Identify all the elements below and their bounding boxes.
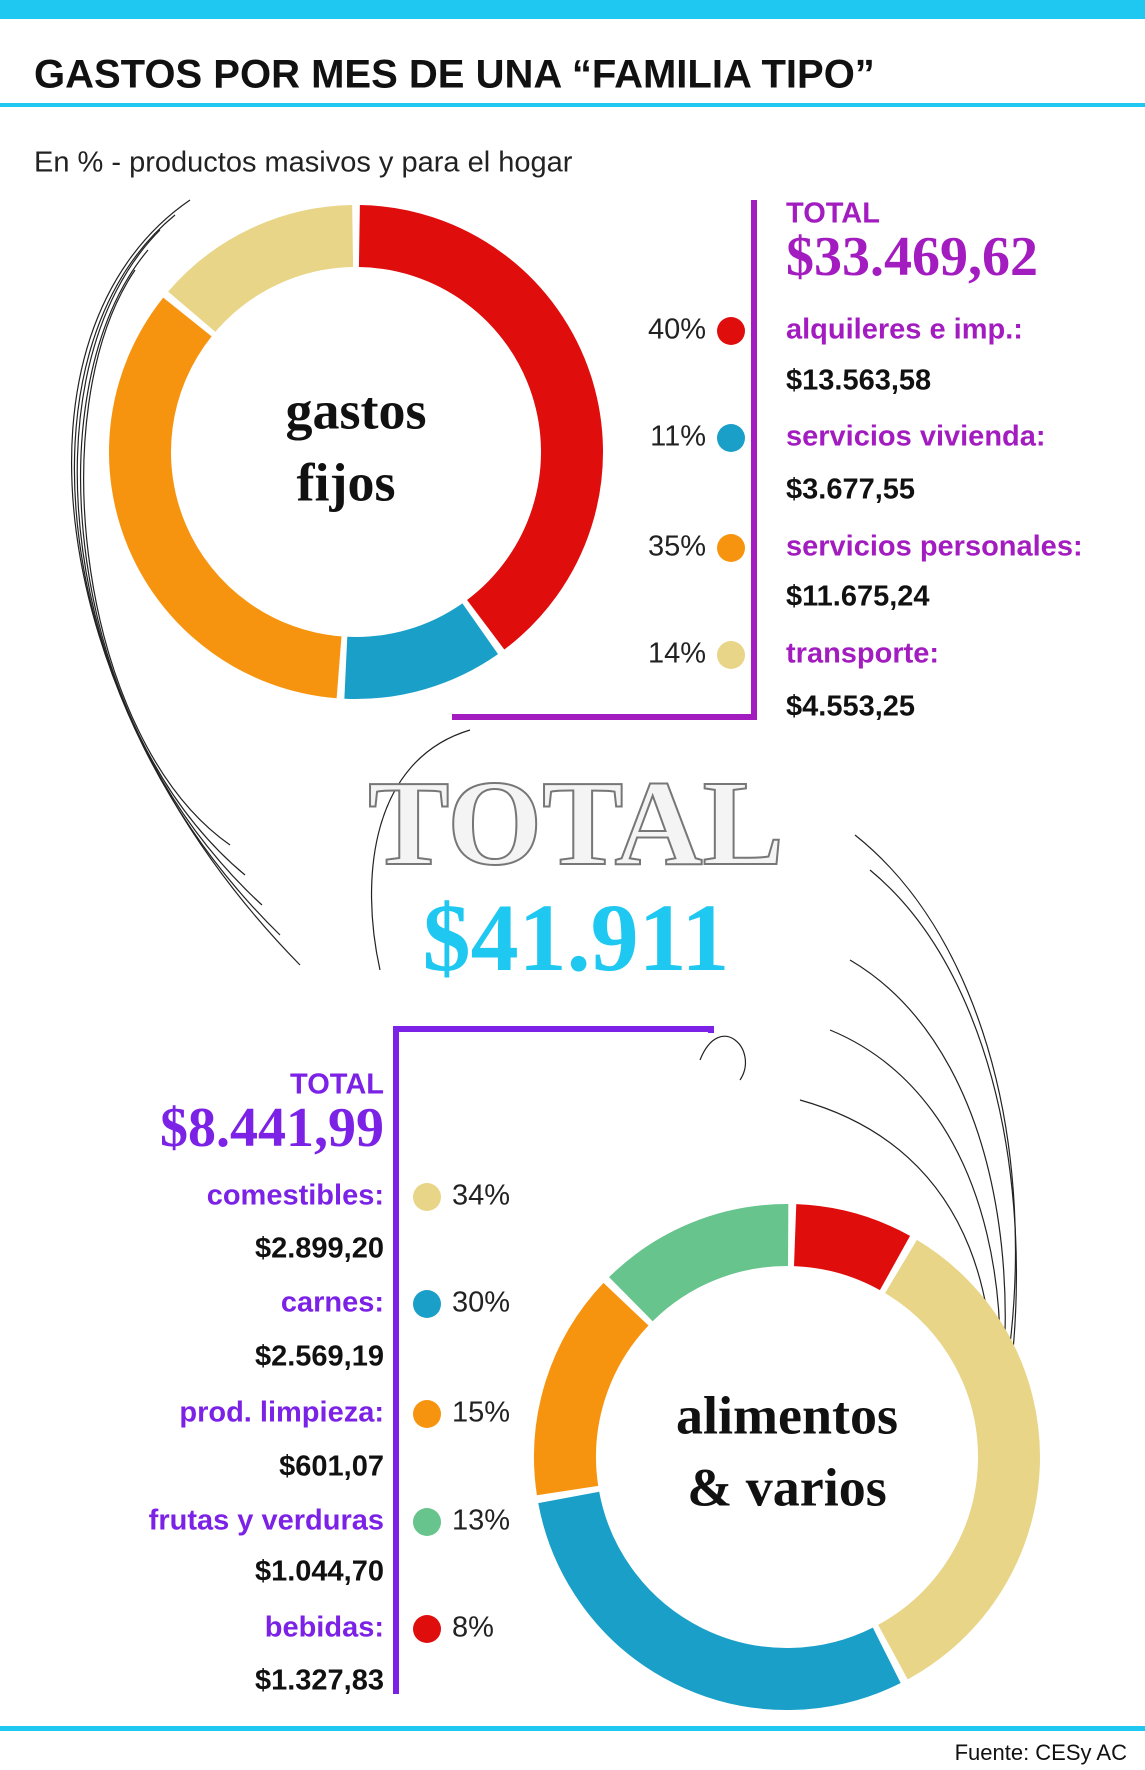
legend-dot (717, 424, 745, 452)
value-label: 35% (648, 531, 706, 563)
amount: $1.044,70 (255, 1556, 384, 1588)
value-label: 11% (650, 421, 706, 453)
donut-segment (358, 205, 603, 650)
title-rule (0, 103, 1145, 107)
legend-label: frutas y verduras (149, 1505, 384, 1537)
grand-total: $41.911 (423, 884, 730, 991)
bottom-rule (0, 1726, 1145, 1731)
legend-dot (413, 1400, 441, 1428)
amount: $2.569,19 (255, 1341, 384, 1373)
grand-total-label: TOTAL (368, 756, 784, 891)
value-label: 30% (452, 1287, 510, 1319)
legend-dot (413, 1290, 441, 1318)
donut-segment (877, 1239, 1040, 1680)
legend-label: alquileres e imp.: (786, 314, 1023, 346)
amount: $3.677,55 (786, 474, 915, 506)
donut-segment (344, 602, 499, 699)
legend-label: servicios vivienda: (786, 421, 1046, 453)
legend-label: bebidas: (265, 1612, 384, 1644)
amount: $601,07 (279, 1451, 384, 1483)
donut-segment (534, 1282, 649, 1496)
donut-segment (793, 1204, 911, 1291)
legend-dot (717, 641, 745, 669)
legend-dot (413, 1183, 441, 1211)
subtitle: En % - productos masivos y para el hogar (34, 147, 573, 179)
legend-label: comestibles: (207, 1180, 384, 1212)
value-label: 13% (452, 1505, 510, 1537)
total-label: TOTAL (290, 1069, 384, 1101)
donut-segment (109, 297, 342, 699)
donut-segment (168, 205, 354, 333)
legend-dot (413, 1508, 441, 1536)
legend-label: carnes: (281, 1287, 384, 1319)
connector-line (393, 1026, 714, 1694)
total: $8.441,99 (160, 1097, 384, 1159)
legend-label: prod. limpieza: (179, 1397, 384, 1429)
value-label: 15% (452, 1397, 510, 1429)
total-label: TOTAL (786, 198, 880, 230)
top-bar (0, 0, 1145, 19)
center-label: & varios (687, 1457, 886, 1517)
center-label: fijos (297, 452, 396, 512)
amount: $1.327,83 (255, 1665, 384, 1697)
center-label: gastos (285, 380, 426, 440)
title: GASTOS POR MES DE UNA “FAMILIA TIPO” (34, 53, 875, 97)
amount: $13.563,58 (786, 365, 931, 397)
center-label: alimentos (676, 1385, 898, 1445)
source: Fuente: CESy AC (955, 1740, 1128, 1765)
connector-line (452, 200, 757, 720)
legend-label: transporte: (786, 638, 939, 670)
legend-dot (413, 1615, 441, 1643)
legend-dot (717, 317, 745, 345)
total: $33.469,62 (786, 226, 1038, 288)
amount: $4.553,25 (786, 691, 915, 723)
donut-segment (538, 1491, 901, 1710)
donut-segment (609, 1203, 789, 1322)
value-label: 40% (648, 314, 706, 346)
legend-dot (717, 534, 745, 562)
amount: $2.899,20 (255, 1233, 384, 1265)
amount: $11.675,24 (786, 581, 930, 613)
value-label: 14% (648, 638, 706, 670)
value-label: 8% (452, 1612, 494, 1644)
value-label: 34% (452, 1180, 510, 1212)
legend-label: servicios personales: (786, 531, 1083, 563)
